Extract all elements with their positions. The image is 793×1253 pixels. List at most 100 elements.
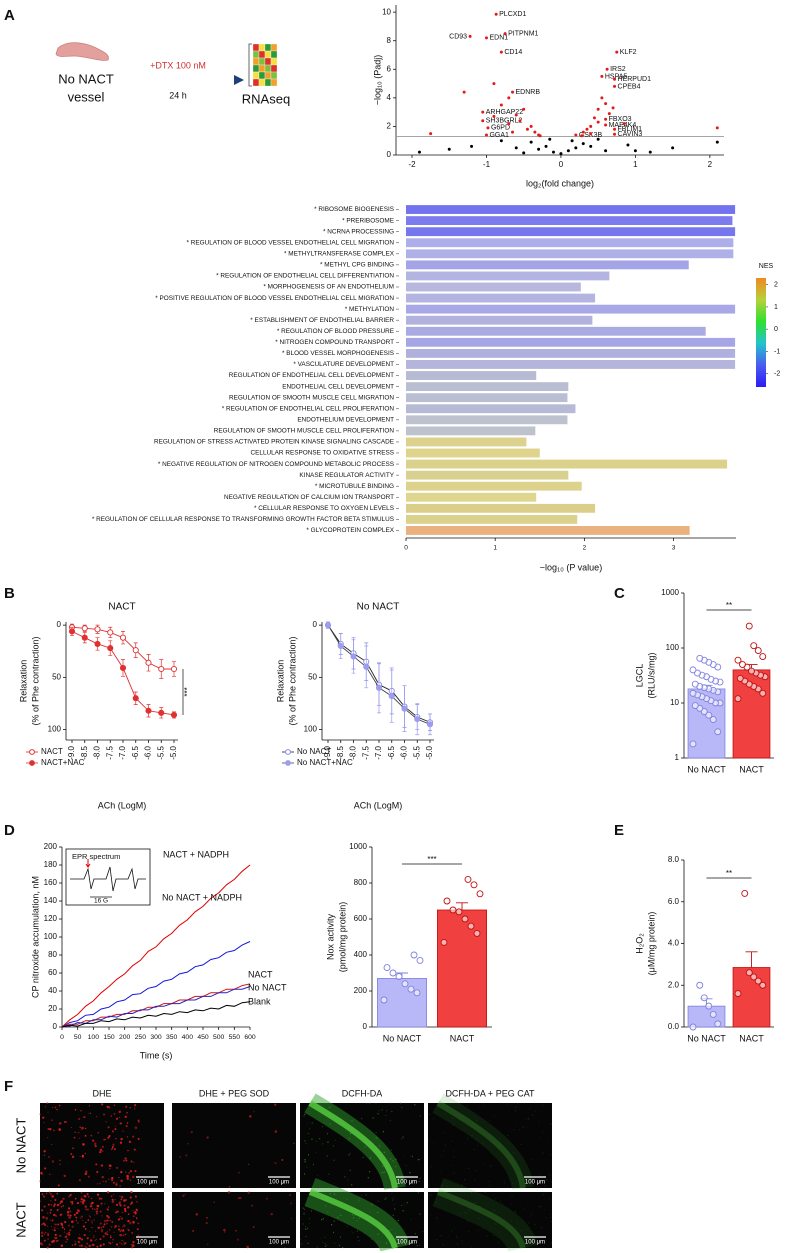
speckle [74,1108,77,1111]
point [607,112,611,116]
speckle [44,1231,47,1234]
speckle [474,1202,476,1204]
speckle [381,1172,383,1174]
speckle [488,1105,490,1107]
speckle [70,1201,72,1203]
speckle [442,1244,444,1246]
speckle [87,1175,90,1178]
speckle [381,1109,383,1111]
speckle [118,1228,121,1231]
speckle [486,1194,488,1196]
speckle [74,1197,77,1200]
speckle [121,1226,123,1228]
speckle [322,1241,324,1243]
speckle [42,1173,44,1176]
speckle [64,1221,67,1224]
speckle [81,1238,84,1241]
speckle [47,1111,49,1113]
speckle [532,1159,533,1160]
speckle [116,1243,119,1246]
speckle [491,1152,493,1154]
y-tick-label: 40 [48,986,57,995]
speckle [373,1156,374,1157]
speckle [437,1218,439,1220]
speckle [54,1198,57,1201]
speckle [121,1196,124,1199]
speckle [354,1131,356,1133]
tissue-band [436,1189,526,1249]
speckle [507,1155,510,1157]
speckle [419,1115,421,1117]
speckle [529,1108,531,1110]
speckle [118,1246,120,1248]
speckle [346,1225,348,1228]
speckle [324,1236,326,1238]
speckle [351,1120,353,1122]
speckle [386,1242,388,1244]
speckle [79,1155,81,1157]
speckle [84,1127,87,1130]
speckle [127,1227,129,1229]
speckle [86,1237,89,1240]
speckle [394,1150,395,1151]
speckle [372,1117,374,1119]
point-label: CPEB4 [618,83,641,90]
speckle [515,1106,517,1108]
speckle [515,1125,517,1128]
chart-title: NACT [108,602,135,613]
scale-bar-label: 100 μm [397,1240,417,1246]
speckle [511,1194,513,1196]
speckle [312,1163,314,1166]
speckle [419,1177,421,1179]
speckle [532,1178,534,1180]
speckle [372,1223,374,1226]
speckle [536,1238,538,1241]
speckle [48,1156,50,1158]
speckle [284,1247,286,1249]
speckle [124,1233,127,1236]
speckle [115,1117,119,1120]
speckle [307,1242,309,1244]
speckle [337,1216,339,1219]
panel-label: B [4,585,15,602]
bar [406,360,736,369]
speckle [338,1244,340,1246]
speckle [399,1102,401,1104]
speckle [356,1230,359,1232]
speckle [190,1131,193,1134]
speckle [89,1216,92,1218]
speckle [94,1144,97,1148]
speckle [75,1219,77,1222]
speckle [40,1242,43,1246]
point-label: CD93 [449,33,467,40]
speckle [126,1122,129,1124]
speckle [344,1176,346,1178]
heat-cell [258,50,266,59]
tissue-band [432,1178,538,1253]
speckle [445,1232,447,1234]
speckle [515,1241,516,1242]
speckle [132,1135,135,1138]
speckle [468,1138,469,1139]
speckle [106,1214,109,1218]
speckle [525,1118,528,1121]
series-label: No NACT [248,982,287,992]
speckle [179,1156,182,1158]
heat-cell [270,64,278,73]
speckle [119,1216,121,1218]
speckle [432,1118,435,1120]
speckle [115,1203,119,1206]
speckle [94,1239,96,1242]
speckle [247,1191,251,1195]
speckle [391,1110,393,1113]
speckle [84,1208,87,1211]
speckle [531,1158,533,1161]
heat-cell [264,71,272,80]
speckle [542,1193,544,1196]
speckle [133,1237,135,1239]
speckle [522,1137,523,1138]
speckle [405,1165,407,1167]
marker [132,695,139,702]
speckle [490,1227,492,1229]
speckle [392,1160,394,1162]
